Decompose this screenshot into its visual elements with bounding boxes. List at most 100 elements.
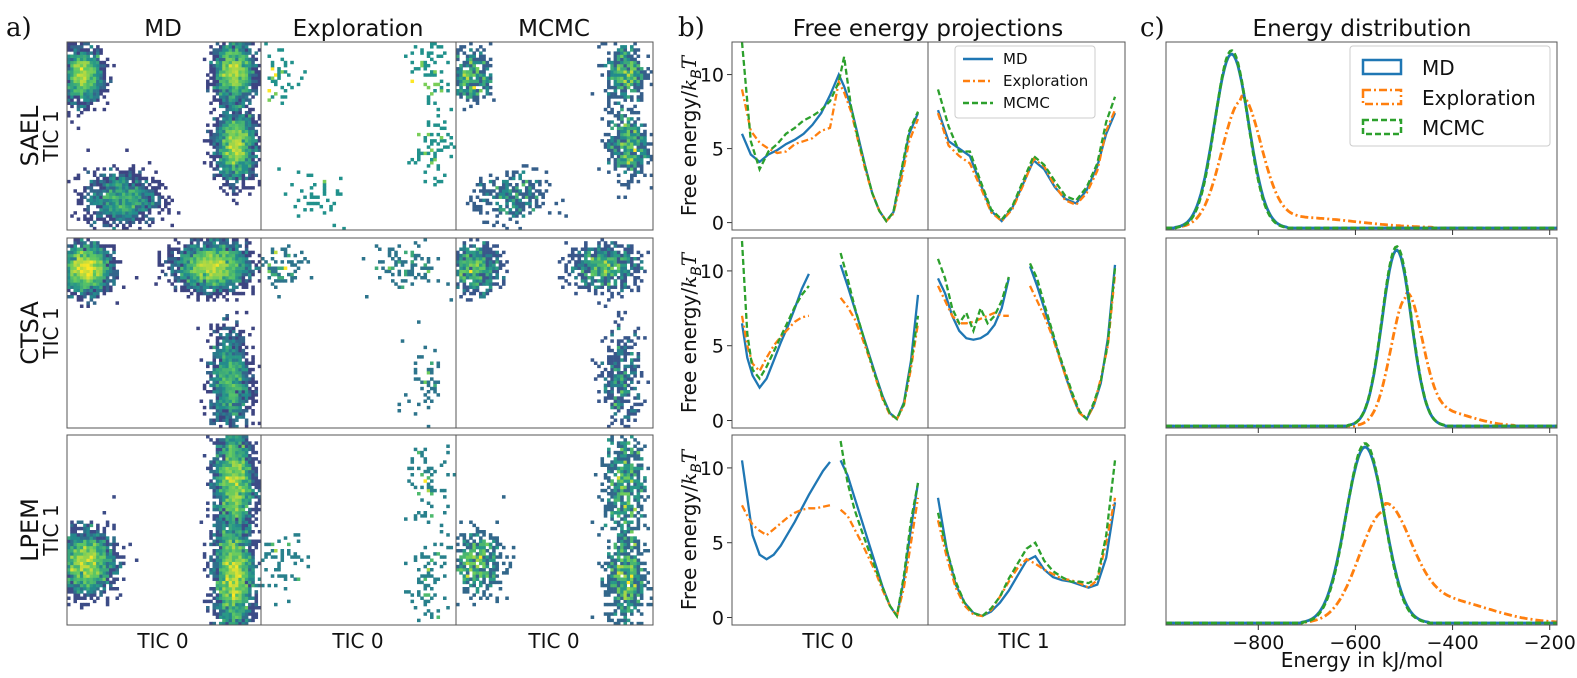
heatmap-cell xyxy=(96,549,100,553)
heatmap-cell xyxy=(231,593,236,597)
heatmap-cell xyxy=(244,479,249,483)
heatmap-cell xyxy=(228,609,233,613)
heatmap-cell xyxy=(76,574,81,578)
heatmap-cell xyxy=(218,386,223,391)
heatmap-cell xyxy=(296,170,301,174)
heatmap-cell xyxy=(626,67,631,71)
heatmap-cell xyxy=(248,393,252,397)
heatmap-cell xyxy=(482,295,486,299)
heatmap-cell xyxy=(225,561,229,566)
heatmap-cell xyxy=(76,539,81,543)
heatmap-cell xyxy=(125,198,129,203)
heatmap-cell xyxy=(410,51,415,55)
heatmap-cell xyxy=(89,98,94,102)
heatmap-cell xyxy=(616,383,621,388)
heatmap-cell xyxy=(102,269,107,274)
heatmap-cell xyxy=(607,244,611,248)
heatmap-cell xyxy=(209,247,213,251)
heatmap-cell xyxy=(222,355,226,359)
heatmap-cell xyxy=(212,539,217,543)
heatmap-cell xyxy=(610,136,614,140)
heatmap-cell xyxy=(251,269,255,274)
heatmap-cell xyxy=(225,272,229,277)
heatmap-cell xyxy=(410,269,415,274)
heatmap-cell xyxy=(639,167,644,171)
heatmap-cell xyxy=(89,545,94,550)
heatmap-cell xyxy=(283,250,288,255)
heatmap-cell xyxy=(498,211,503,215)
heatmap-cell xyxy=(212,473,217,477)
heatmap-cell xyxy=(462,291,467,296)
heatmap-cell xyxy=(209,402,213,407)
heatmap-cell xyxy=(76,253,81,258)
heatmap-cell xyxy=(248,526,252,531)
heatmap-cell xyxy=(241,409,246,413)
heatmap-cell xyxy=(231,511,236,515)
heatmap-cell xyxy=(92,288,97,293)
heatmap-cell xyxy=(228,154,233,159)
heatmap-cell xyxy=(215,323,220,327)
heatmap-cell xyxy=(167,201,171,206)
heatmap-cell xyxy=(231,469,236,474)
heatmap-cell xyxy=(616,326,621,331)
heatmap-cell xyxy=(244,476,249,480)
heatmap-cell xyxy=(128,192,132,196)
heatmap-cell xyxy=(235,70,239,74)
heatmap-cell xyxy=(400,339,405,343)
heatmap-cell xyxy=(83,260,87,264)
heatmap-cell xyxy=(248,173,252,178)
heatmap-cell xyxy=(212,482,217,486)
heatmap-cell xyxy=(170,260,174,264)
heatmap-cell xyxy=(613,67,618,71)
heatmap-cell xyxy=(141,167,145,171)
heatmap-cell xyxy=(649,186,654,190)
heatmap-cell xyxy=(99,279,103,283)
heatmap-cell xyxy=(180,272,184,277)
heatmap-cell xyxy=(254,63,259,68)
heatmap-cell xyxy=(482,198,486,203)
heatmap-cell xyxy=(241,114,246,118)
heatmap-cell xyxy=(639,82,644,87)
heatmap-cell xyxy=(128,186,132,190)
heatmap-cell xyxy=(218,536,223,540)
heatmap-cell xyxy=(79,260,84,264)
heatmap-cell xyxy=(603,142,608,146)
heatmap-cell xyxy=(607,95,611,99)
heatmap-cell xyxy=(92,253,97,258)
heatmap-cell xyxy=(639,145,644,149)
heatmap-cell xyxy=(235,618,239,623)
heatmap-cell xyxy=(118,217,123,221)
heatmap-cell xyxy=(251,355,255,359)
heatmap-cell xyxy=(73,555,77,559)
heatmap-cell xyxy=(397,257,402,261)
heatmap-cell xyxy=(623,57,628,62)
heatmap-cell xyxy=(238,514,242,518)
heatmap-cell xyxy=(251,82,255,87)
heatmap-cell xyxy=(238,504,242,509)
heatmap-cell xyxy=(231,492,236,496)
heatmap-cell xyxy=(83,533,87,537)
heatmap-cell xyxy=(76,101,81,105)
heatmap-cell xyxy=(225,355,229,359)
heatmap-cell xyxy=(430,45,434,49)
heatmap-cell xyxy=(613,70,618,74)
heatmap-cell xyxy=(73,276,77,280)
heatmap-cell xyxy=(616,339,621,343)
heatmap-cell xyxy=(469,276,473,280)
heatmap-cell xyxy=(616,151,621,156)
heatmap-cell xyxy=(73,545,77,550)
heatmap-cell xyxy=(544,179,549,184)
heatmap-cell xyxy=(293,204,298,209)
heatmap-cell xyxy=(225,63,229,68)
heatmap-cell xyxy=(231,260,236,264)
heatmap-cell xyxy=(290,272,294,277)
heatmap-cell xyxy=(83,42,87,46)
heatmap-cell xyxy=(193,285,197,289)
heatmap-cell xyxy=(231,161,236,165)
heatmap-cell xyxy=(590,257,595,261)
heatmap-cell xyxy=(222,253,226,258)
heatmap-cell xyxy=(215,536,220,540)
heatmap-cell xyxy=(228,276,233,280)
heatmap-cell xyxy=(157,192,162,196)
heatmap-cell xyxy=(228,73,233,77)
